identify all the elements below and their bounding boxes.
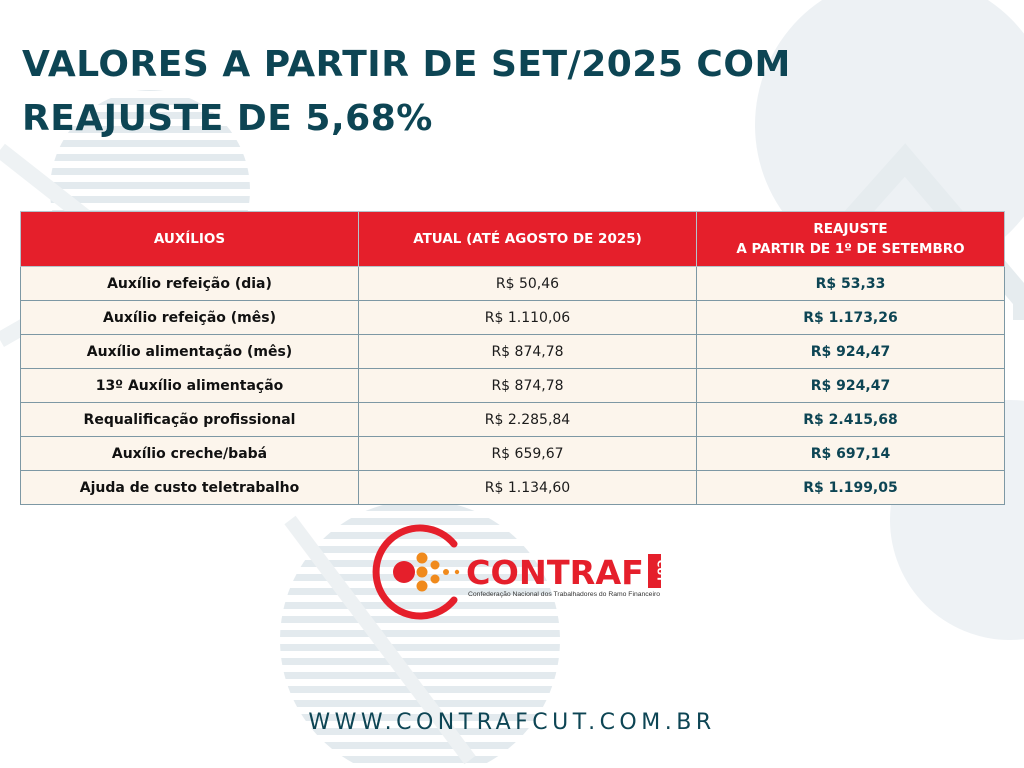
adjusted-value: R$ 2.415,68 bbox=[696, 402, 1005, 437]
benefit-name: Requalificação profissional bbox=[20, 402, 359, 437]
website-url: WWW.CONTRAFCUT.COM.BR bbox=[308, 710, 716, 735]
table-row: 13º Auxílio alimentação R$ 874,78 R$ 924… bbox=[20, 368, 1005, 403]
benefit-name: Auxílio alimentação (mês) bbox=[20, 334, 359, 369]
current-value: R$ 874,78 bbox=[358, 334, 697, 369]
title-line-2: REAJUSTE DE 5,68% bbox=[22, 98, 433, 139]
current-value: R$ 2.285,84 bbox=[358, 402, 697, 437]
table-header-row: AUXÍLIOS ATUAL (ATÉ AGOSTO DE 2025) REAJ… bbox=[20, 211, 1005, 267]
current-value: R$ 874,78 bbox=[358, 368, 697, 403]
adjusted-value: R$ 697,14 bbox=[696, 436, 1005, 471]
adjusted-value: R$ 53,33 bbox=[696, 266, 1005, 301]
column-header-current: ATUAL (ATÉ AGOSTO DE 2025) bbox=[358, 211, 697, 267]
benefit-name: Auxílio refeição (mês) bbox=[20, 300, 359, 335]
column-header-benefit: AUXÍLIOS bbox=[20, 211, 359, 267]
current-value: R$ 659,67 bbox=[358, 436, 697, 471]
current-value: R$ 1.110,06 bbox=[358, 300, 697, 335]
adjusted-value: R$ 924,47 bbox=[696, 368, 1005, 403]
column-header-adjusted-line-1: REAJUSTE bbox=[813, 221, 888, 237]
benefit-name: Ajuda de custo teletrabalho bbox=[20, 470, 359, 505]
table-row: Auxílio creche/babá R$ 659,67 R$ 697,14 bbox=[20, 436, 1005, 471]
benefit-name: Auxílio creche/babá bbox=[20, 436, 359, 471]
benefit-name: 13º Auxílio alimentação bbox=[20, 368, 359, 403]
logo-side-mark: CUT bbox=[655, 560, 666, 582]
logo-tagline: Confederação Nacional dos Trabalhadores … bbox=[468, 591, 660, 598]
current-value: R$ 1.134,60 bbox=[358, 470, 697, 505]
table-row: Requalificação profissional R$ 2.285,84 … bbox=[20, 402, 1005, 437]
adjusted-value: R$ 1.173,26 bbox=[696, 300, 1005, 335]
benefits-table: AUXÍLIOS ATUAL (ATÉ AGOSTO DE 2025) REAJ… bbox=[20, 211, 1005, 505]
current-value: R$ 50,46 bbox=[358, 266, 697, 301]
benefit-name: Auxílio refeição (dia) bbox=[20, 266, 359, 301]
adjusted-value: R$ 924,47 bbox=[696, 334, 1005, 369]
contraf-logo: CONTRAF CUT Confederação Nacional dos Tr… bbox=[372, 524, 666, 620]
table-row: Ajuda de custo teletrabalho R$ 1.134,60 … bbox=[20, 470, 1005, 505]
table-row: Auxílio refeição (mês) R$ 1.110,06 R$ 1.… bbox=[20, 300, 1005, 335]
logo-wordmark: CONTRAF bbox=[466, 553, 644, 592]
column-header-adjusted-line-2: A PARTIR DE 1º DE SETEMBRO bbox=[736, 241, 965, 257]
column-header-adjusted: REAJUSTE A PARTIR DE 1º DE SETEMBRO bbox=[696, 211, 1005, 267]
page-title: VALORES A PARTIR DE SET/2025 COM REAJUST… bbox=[22, 38, 922, 146]
title-line-1: VALORES A PARTIR DE SET/2025 COM bbox=[22, 44, 791, 85]
table-row: Auxílio alimentação (mês) R$ 874,78 R$ 9… bbox=[20, 334, 1005, 369]
adjusted-value: R$ 1.199,05 bbox=[696, 470, 1005, 505]
table-row: Auxílio refeição (dia) R$ 50,46 R$ 53,33 bbox=[20, 266, 1005, 301]
